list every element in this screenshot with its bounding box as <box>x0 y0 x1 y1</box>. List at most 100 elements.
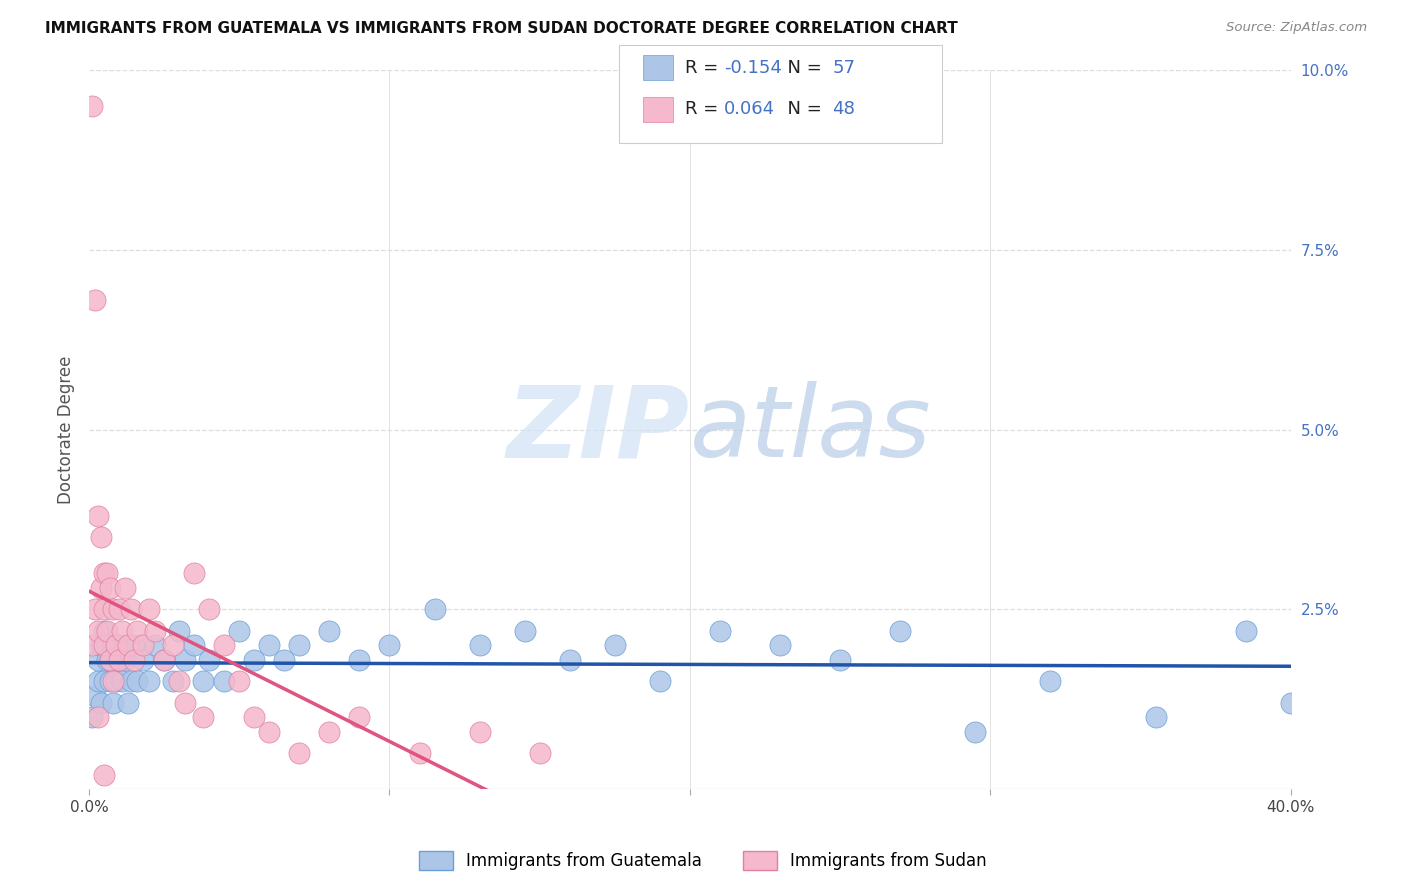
Point <box>193 710 215 724</box>
Point <box>101 602 124 616</box>
Point <box>288 746 311 760</box>
Point <box>108 653 131 667</box>
Point <box>174 696 197 710</box>
Point <box>120 602 142 616</box>
Point <box>122 653 145 667</box>
Point <box>349 710 371 724</box>
Point <box>603 638 626 652</box>
Point <box>127 624 149 638</box>
Point <box>108 653 131 667</box>
Point <box>111 624 134 638</box>
Point <box>259 724 281 739</box>
Point <box>1279 696 1302 710</box>
Point <box>98 674 121 689</box>
Point <box>96 624 118 638</box>
Point <box>243 710 266 724</box>
Point <box>468 638 491 652</box>
Point <box>318 624 340 638</box>
Text: N =: N = <box>776 101 828 119</box>
Point <box>349 653 371 667</box>
Text: R =: R = <box>685 101 724 119</box>
Point <box>408 746 430 760</box>
Point <box>108 638 131 652</box>
Point <box>259 638 281 652</box>
Point <box>138 674 160 689</box>
Point <box>93 602 115 616</box>
Point <box>318 724 340 739</box>
Point <box>193 674 215 689</box>
Point <box>143 624 166 638</box>
Point <box>288 638 311 652</box>
Point <box>558 653 581 667</box>
Point <box>117 696 139 710</box>
Point <box>423 602 446 616</box>
Point <box>174 653 197 667</box>
Point <box>84 293 107 308</box>
Point <box>153 653 176 667</box>
Point <box>96 653 118 667</box>
Point <box>80 99 103 113</box>
Point <box>830 653 852 667</box>
Point <box>93 674 115 689</box>
Point <box>111 674 134 689</box>
Text: 0.064: 0.064 <box>724 101 775 119</box>
Point <box>96 566 118 581</box>
Point <box>198 602 221 616</box>
Point <box>183 638 205 652</box>
Point <box>212 638 235 652</box>
Point <box>162 674 184 689</box>
Point <box>183 566 205 581</box>
Point <box>96 638 118 652</box>
Point <box>127 674 149 689</box>
Point <box>889 624 911 638</box>
Point <box>1234 624 1257 638</box>
Text: R =: R = <box>685 59 724 77</box>
Point <box>114 581 136 595</box>
Point <box>90 531 112 545</box>
Point <box>1039 674 1062 689</box>
Point <box>143 638 166 652</box>
Point <box>90 581 112 595</box>
Point <box>198 653 221 667</box>
Point <box>93 768 115 782</box>
Point <box>87 710 110 724</box>
Point <box>153 653 176 667</box>
Point <box>243 653 266 667</box>
Point <box>513 624 536 638</box>
Point <box>87 508 110 523</box>
Point <box>468 724 491 739</box>
Text: -0.154: -0.154 <box>724 59 782 77</box>
Point <box>965 724 987 739</box>
Point <box>101 638 124 652</box>
Point <box>529 746 551 760</box>
Point <box>122 638 145 652</box>
Point <box>98 581 121 595</box>
Point <box>167 674 190 689</box>
Point <box>378 638 401 652</box>
Point <box>84 689 107 703</box>
Point <box>132 653 155 667</box>
Point <box>228 674 250 689</box>
Point <box>98 653 121 667</box>
Point <box>105 638 128 652</box>
Point <box>80 638 103 652</box>
Point <box>87 624 110 638</box>
Legend: Immigrants from Guatemala, Immigrants from Sudan: Immigrants from Guatemala, Immigrants fr… <box>412 844 994 877</box>
Point <box>108 602 131 616</box>
Point <box>87 653 110 667</box>
Point <box>132 638 155 652</box>
Point <box>162 638 184 652</box>
Point <box>90 638 112 652</box>
Point <box>105 674 128 689</box>
Point <box>648 674 671 689</box>
Point <box>769 638 792 652</box>
Point <box>709 624 731 638</box>
Text: N =: N = <box>776 59 828 77</box>
Text: 57: 57 <box>832 59 855 77</box>
Text: atlas: atlas <box>690 381 932 478</box>
Point <box>228 624 250 638</box>
Point <box>98 653 121 667</box>
Text: IMMIGRANTS FROM GUATEMALA VS IMMIGRANTS FROM SUDAN DOCTORATE DEGREE CORRELATION : IMMIGRANTS FROM GUATEMALA VS IMMIGRANTS … <box>45 21 957 36</box>
Point <box>101 696 124 710</box>
Text: Source: ZipAtlas.com: Source: ZipAtlas.com <box>1226 21 1367 34</box>
